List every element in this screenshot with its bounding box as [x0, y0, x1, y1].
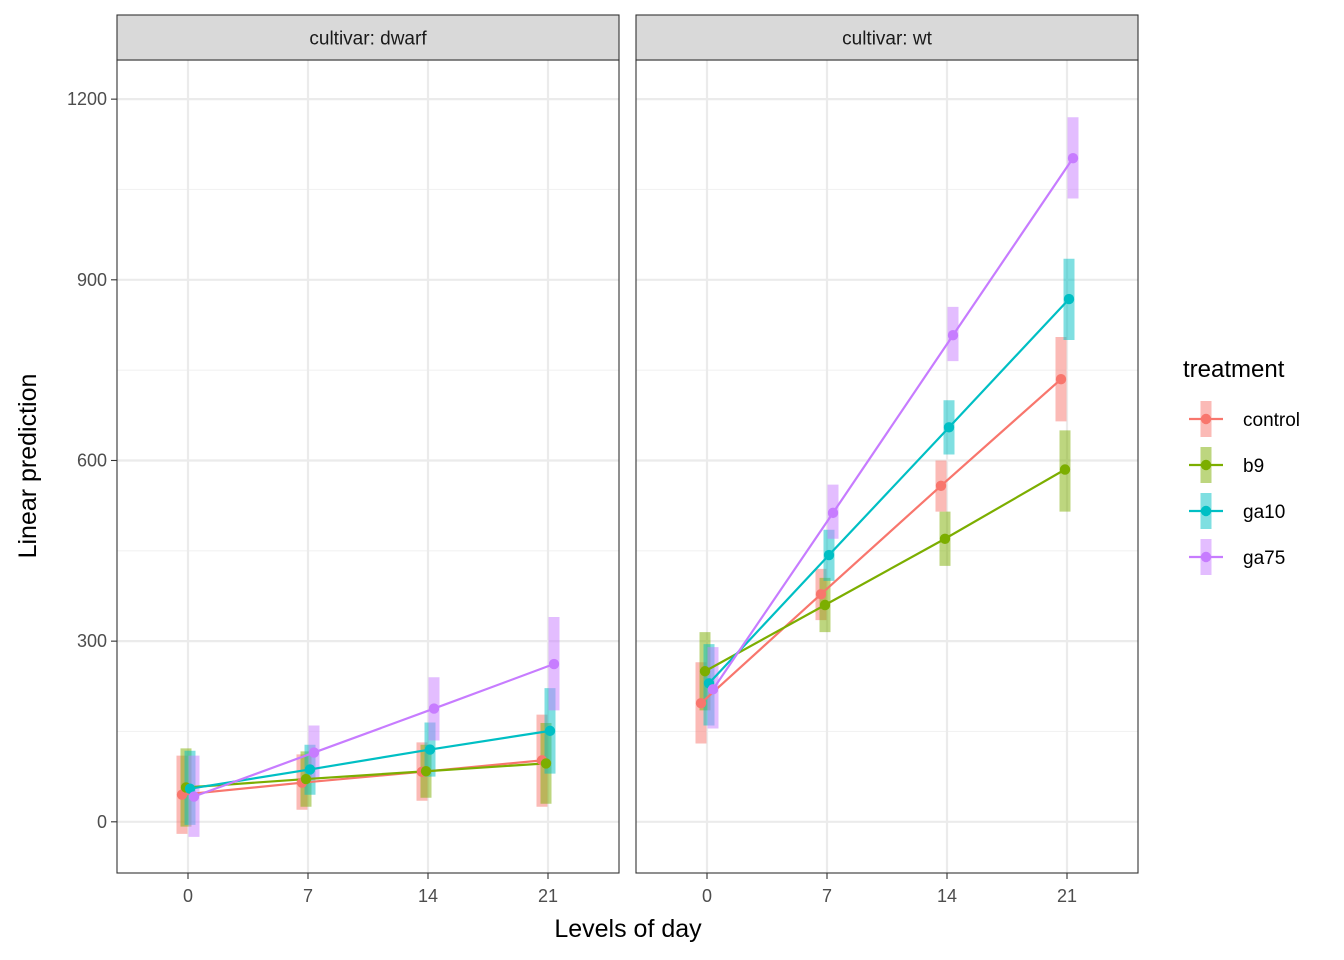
legend-key-point [1200, 551, 1212, 563]
series-line-b9 [185, 762, 547, 789]
data-point-ga75-7 [827, 507, 839, 519]
data-point-ga10-21 [544, 725, 556, 737]
panel-background [117, 60, 619, 873]
data-point-ga10-21 [1063, 293, 1075, 305]
x-tick-label: 14 [418, 886, 438, 906]
series-line-control [181, 759, 543, 796]
facet-panels: cultivar: dwarf 0 7 14 21 cultivar: wt 0 7 14 21 [116, 14, 1139, 906]
data-point-ga75-0 [188, 791, 200, 802]
facet-panel-1: cultivar: wt 0 7 14 21 [635, 14, 1139, 906]
x-tick-label: 21 [1057, 886, 1077, 906]
data-point-control-7 [815, 588, 827, 600]
facet-panel-0: cultivar: dwarf 0 7 14 21 [116, 14, 620, 906]
data-point-ga75-0 [707, 684, 719, 695]
legend-item-ga10: ga10 [1189, 493, 1285, 529]
legend-title: treatment [1183, 356, 1285, 383]
data-point-b9-7 [819, 599, 831, 611]
legend-key-point [1200, 413, 1212, 425]
y-tick-label: 900 [77, 270, 107, 290]
data-point-b9-21 [540, 758, 552, 769]
legend-item-ga75: ga75 [1189, 539, 1285, 575]
legend-key-point [1200, 459, 1212, 471]
y-tick-label: 600 [77, 450, 107, 470]
data-point-b9-14 [939, 533, 951, 544]
legend-label: ga10 [1243, 502, 1285, 523]
data-point-b9-14 [420, 766, 432, 777]
legend-label: control [1243, 410, 1300, 431]
y-tick-label: 0 [97, 812, 107, 832]
data-point-ga75-7 [308, 747, 320, 758]
data-point-ga75-14 [428, 703, 440, 714]
y-axis: 0 300 600 900 1200 [67, 89, 117, 832]
x-tick-label: 14 [937, 886, 957, 906]
panel-background [636, 60, 1138, 873]
x-tick-label: 21 [538, 886, 558, 906]
data-point-b9-7 [300, 773, 312, 785]
x-tick-label: 0 [183, 886, 193, 906]
legend-item-control: control [1189, 401, 1300, 437]
y-tick-label: 300 [77, 631, 107, 651]
facet-strip [116, 14, 620, 61]
series-line-ga75 [712, 157, 1074, 690]
y-tick-label: 1200 [67, 89, 107, 109]
x-tick-label: 7 [303, 886, 313, 906]
data-point-control-21 [1055, 373, 1067, 385]
data-point-ga10-7 [823, 549, 835, 561]
series-line-ga10 [708, 298, 1070, 685]
legend-key-point [1200, 505, 1212, 517]
data-point-b9-21 [1059, 464, 1071, 475]
legend: treatment control b9 ga10 ga75 [1183, 356, 1300, 575]
data-point-ga10-14 [943, 422, 955, 433]
facet-strip-label: cultivar: dwarf [309, 29, 427, 50]
series-line-ga10 [189, 729, 551, 790]
x-tick-label: 0 [702, 886, 712, 906]
data-point-b9-0 [699, 666, 711, 677]
series-line-control [700, 378, 1062, 704]
legend-label: ga75 [1243, 548, 1285, 569]
data-point-ga10-14 [424, 744, 436, 755]
series-line-b9 [704, 468, 1066, 673]
x-axis-title: Levels of day [554, 915, 702, 943]
data-point-ga75-14 [947, 330, 959, 341]
series-line-ga75 [193, 662, 555, 798]
data-point-control-0 [695, 697, 707, 709]
legend-label: b9 [1243, 456, 1264, 477]
x-tick-label: 7 [822, 886, 832, 906]
facet-strip [635, 14, 1139, 61]
data-point-ga10-7 [304, 764, 316, 775]
y-axis-title: Linear prediction [14, 374, 42, 559]
legend-item-b9: b9 [1189, 447, 1264, 483]
data-point-ga10-0 [184, 783, 196, 794]
data-point-ga75-21 [1067, 152, 1079, 164]
data-point-control-14 [935, 480, 947, 491]
data-point-ga75-21 [548, 658, 560, 670]
facet-strip-label: cultivar: wt [842, 29, 932, 50]
